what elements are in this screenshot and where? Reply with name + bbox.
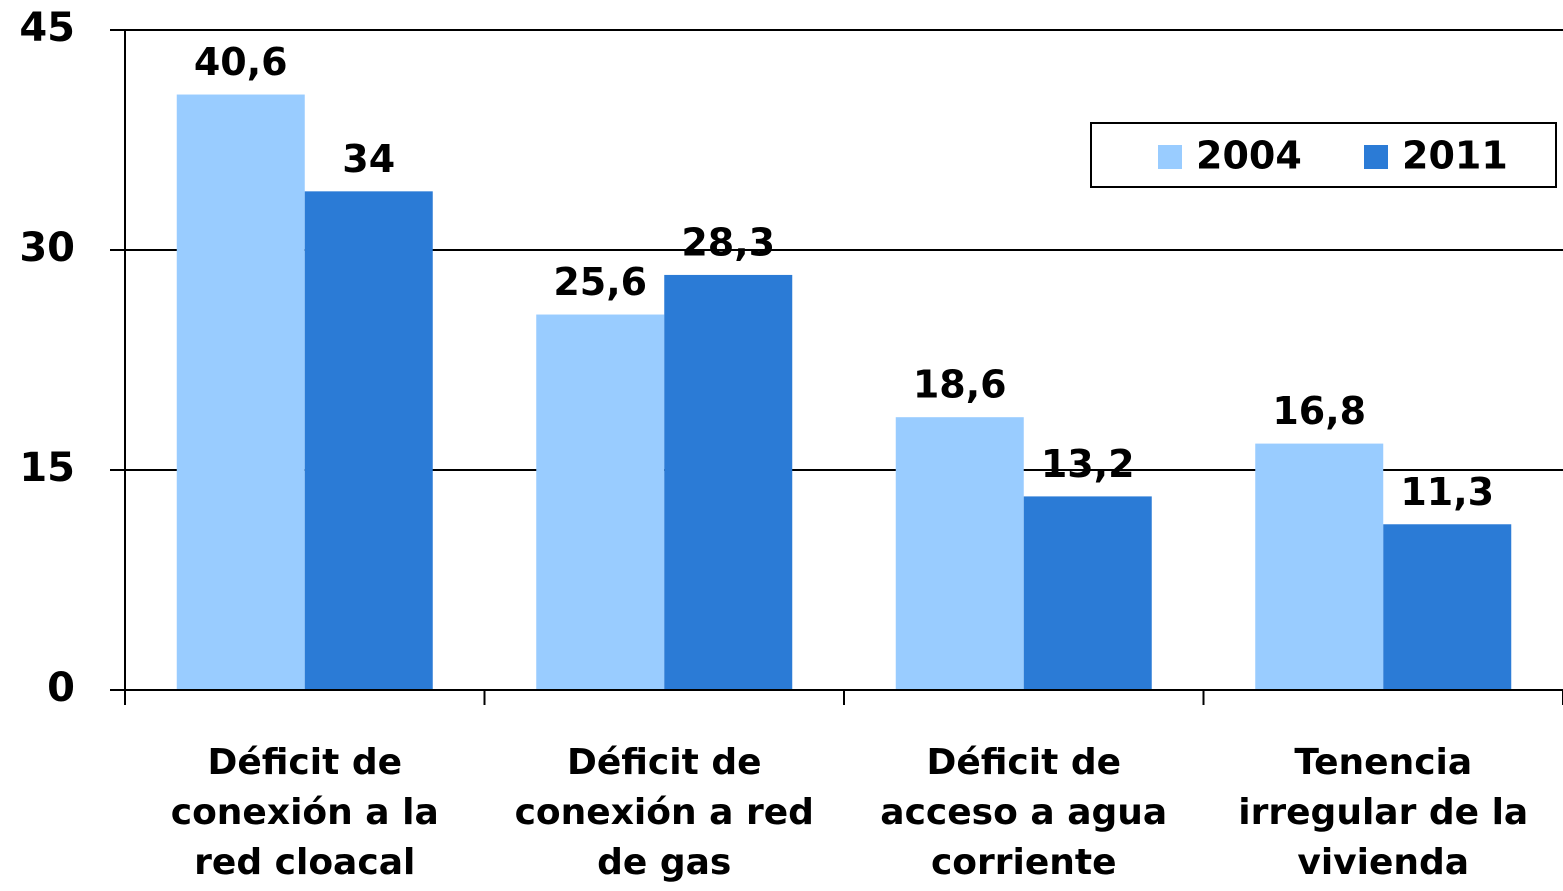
y-tick-label: 45	[19, 5, 75, 51]
y-tick-label: 15	[19, 445, 75, 491]
data-label: 28,3	[681, 220, 775, 264]
bar	[1383, 524, 1512, 690]
data-label: 13,2	[1041, 442, 1135, 486]
bar	[536, 314, 665, 690]
bar	[304, 191, 433, 691]
legend-label: 2004	[1196, 134, 1302, 178]
bar	[176, 94, 305, 691]
data-label: 25,6	[553, 260, 647, 304]
data-label: 34	[342, 137, 395, 181]
x-tick-label: Tenencia irregular de la vivienda	[1238, 742, 1529, 883]
bar	[664, 274, 793, 690]
y-tick-label: 30	[19, 225, 75, 271]
data-label: 40,6	[194, 40, 288, 84]
legend-swatch	[1158, 145, 1182, 169]
legend-label: 2011	[1402, 134, 1508, 178]
x-tick-label: Déficit de acceso a agua corriente	[880, 742, 1168, 883]
data-label: 18,6	[913, 363, 1007, 407]
y-tick-label: 0	[47, 665, 75, 711]
legend-swatch	[1364, 145, 1388, 169]
bar	[1255, 443, 1384, 690]
data-label: 16,8	[1272, 389, 1366, 433]
x-tick-label: Déficit de conexión a la red cloacal	[170, 742, 439, 883]
x-tick-label: Déficit de conexión a red de gas	[514, 742, 814, 883]
bar	[1023, 496, 1152, 690]
bar	[895, 417, 1024, 690]
data-label: 11,3	[1400, 470, 1494, 514]
